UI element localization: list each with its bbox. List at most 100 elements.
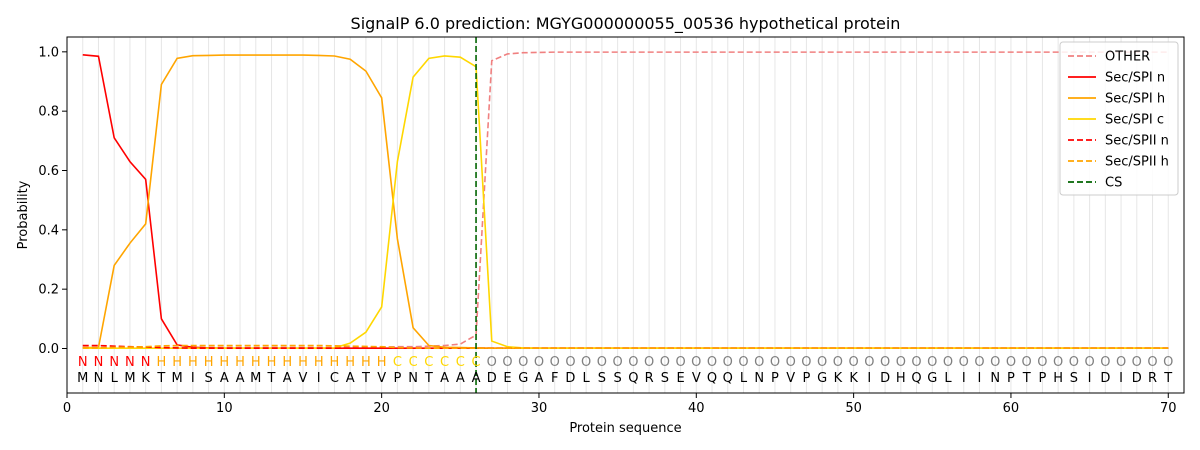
x-tick-label: 20 [373,401,390,416]
y-tick-label: 0.0 [38,342,59,357]
x-axis-ticks: 0 10 20 30 40 50 60 70 [63,393,1177,416]
residue-letter: G [518,371,528,386]
region-label: O [628,355,638,370]
region-label: H [361,355,371,370]
region-label: O [1006,355,1016,370]
region-label: C [393,355,402,370]
region-label: H [157,355,167,370]
region-label: H [314,355,324,370]
sequence-annotation: NMNNNLNMNKHTHMHIHSHAHAHMHTHAHVHIHCHAHTHV… [77,355,1173,386]
region-label: H [172,355,182,370]
residue-letter: P [803,371,811,386]
region-label: O [738,355,748,370]
residue-letter: E [503,371,511,386]
x-tick-label: 40 [688,401,705,416]
residue-letter: Q [628,371,638,386]
legend-label: OTHER [1105,50,1150,65]
residue-letter: I [1088,371,1092,386]
x-tick-label: 30 [531,401,548,416]
region-label: O [644,355,654,370]
residue-letter: S [598,371,606,386]
region-label: O [707,355,717,370]
region-label: O [1147,355,1157,370]
region-label: O [518,355,528,370]
region-label: H [345,355,355,370]
region-label: O [1132,355,1142,370]
x-tick-label: 60 [1003,401,1020,416]
residue-letter: I [1119,371,1123,386]
residue-letter: I [867,371,871,386]
residue-letter: H [896,371,906,386]
residue-letter: K [849,371,858,386]
region-label: N [109,355,119,370]
y-axis-label: Probability [16,180,31,249]
legend: OTHER Sec/SPI n Sec/SPI h Sec/SPI c Sec/SPII… [1059,41,1179,196]
region-label: O [896,355,906,370]
residue-letter: T [424,371,433,386]
residue-letter: C [330,371,339,386]
y-tick-label: 0.2 [38,283,59,298]
residue-letter: T [156,371,165,386]
legend-label: Sec/SPII n [1105,134,1169,149]
residue-letter: T [1022,371,1031,386]
residue-letter: P [771,371,779,386]
region-label: H [267,355,277,370]
region-label: O [943,355,953,370]
region-label: O [723,355,733,370]
residue-letter: M [250,371,261,386]
chart-title: SignalP 6.0 prediction: MGYG000000055_00… [351,14,901,34]
region-label: C [440,355,449,370]
residue-letter: V [377,371,386,386]
region-label: C [424,355,433,370]
plot-frame [66,36,1185,394]
region-label: H [330,355,340,370]
region-label: O [864,355,874,370]
residue-letter: A [236,371,245,386]
region-label: O [754,355,764,370]
residue-letter: S [204,371,212,386]
region-label: O [880,355,890,370]
residue-letter: Q [911,371,921,386]
residue-letter: M [124,371,135,386]
region-label: C [456,355,465,370]
residue-letter: L [944,371,952,386]
residue-letter: A [440,371,449,386]
region-label: O [849,355,859,370]
residue-letter: F [551,371,558,386]
residue-letter: L [583,371,591,386]
region-label: H [235,355,245,370]
residue-letter: E [676,371,684,386]
residue-letter: V [786,371,795,386]
residue-letter: P [1038,371,1046,386]
region-label: O [675,355,685,370]
legend-label: Sec/SPI c [1105,113,1164,128]
legend-label: Sec/SPI h [1105,92,1165,107]
residue-letter: N [990,371,1000,386]
residue-letter: I [962,371,966,386]
region-label: H [188,355,198,370]
grid [82,37,1169,393]
residue-letter: V [299,371,308,386]
y-tick-label: 0.8 [38,105,59,120]
y-axis-ticks: 0.0 0.2 0.4 0.6 0.8 1.0 [38,45,67,357]
residue-letter: G [817,371,827,386]
region-label: H [377,355,387,370]
region-label: O [597,355,607,370]
residue-letter: L [740,371,748,386]
residue-letter: T [361,371,370,386]
region-label: O [1084,355,1094,370]
residue-letter: Q [723,371,733,386]
residue-letter: D [1132,371,1142,386]
region-label: O [1163,355,1173,370]
residue-letter: R [645,371,654,386]
residue-letter: I [191,371,195,386]
residue-letter: T [1163,371,1172,386]
region-label: H [219,355,229,370]
region-label: O [786,355,796,370]
series-lines [82,51,1169,350]
residue-letter: A [283,371,292,386]
residue-letter: A [472,371,481,386]
region-label: O [660,355,670,370]
x-tick-label: 70 [1160,401,1177,416]
